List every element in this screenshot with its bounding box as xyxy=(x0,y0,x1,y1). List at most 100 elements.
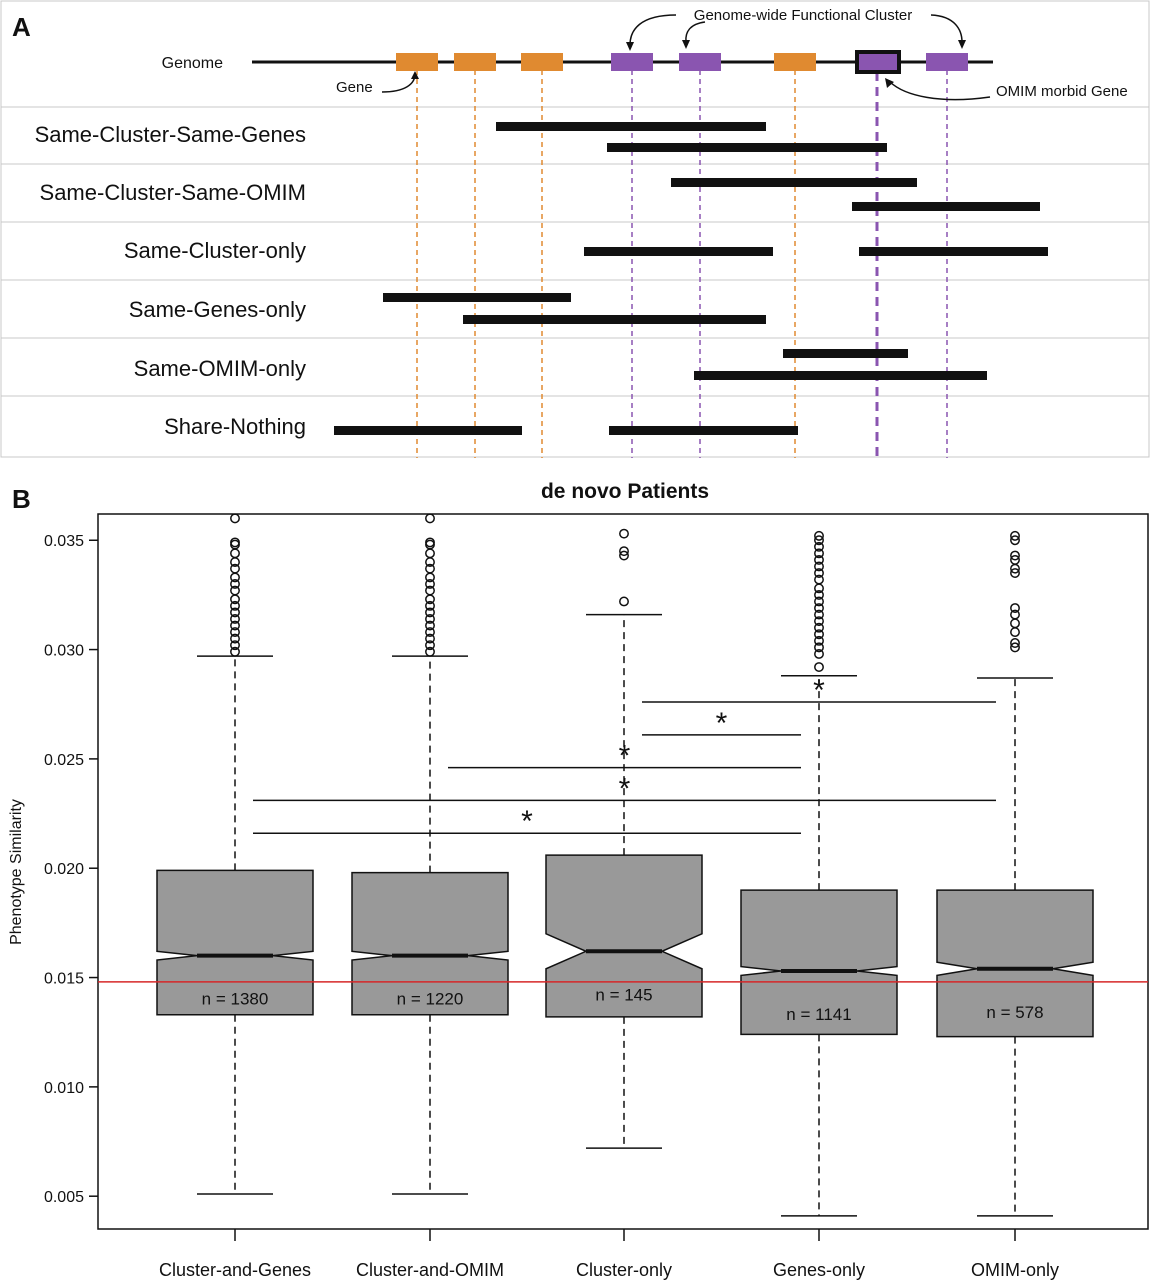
outlier-point xyxy=(1010,530,1020,541)
cluster-boxes xyxy=(611,53,968,71)
y-axis-label: Phenotype Similarity xyxy=(8,799,25,945)
outlier-point xyxy=(230,627,240,638)
box-group: n = 578 xyxy=(936,530,1094,1217)
box-body xyxy=(351,871,509,1016)
cluster-gene-box xyxy=(611,53,653,71)
outlier-point xyxy=(814,635,824,646)
outlier-point xyxy=(425,646,435,657)
outlier-point xyxy=(230,579,240,589)
significance-star: * xyxy=(813,674,825,707)
n-label: n = 1380 xyxy=(202,990,269,1009)
outlier-point xyxy=(230,607,240,618)
outlier-point xyxy=(230,640,240,651)
cluster-arrow-right xyxy=(930,14,963,43)
significance-star: * xyxy=(521,805,533,838)
outlier-point xyxy=(425,627,435,638)
gene-guide-lines xyxy=(416,70,796,458)
outlier-point xyxy=(814,568,824,578)
plot-frame xyxy=(97,513,1149,1230)
outlier-point xyxy=(814,541,824,552)
boxes-layer: n = 1380 n = 1220 n = 145 n = 1141 n = 578 xyxy=(156,513,1094,1217)
genome-label: Genome xyxy=(162,55,223,72)
outlier-point xyxy=(619,596,629,607)
outlier-point xyxy=(814,535,824,546)
segment-bars xyxy=(334,122,1048,435)
row-labels: Same-Cluster-Same-Genes Same-Cluster-Sam… xyxy=(35,122,306,439)
n-label: n = 1141 xyxy=(786,1005,851,1024)
outlier-point xyxy=(230,600,240,611)
segment-bar xyxy=(852,202,1040,211)
gene-box xyxy=(774,53,816,71)
outlier-point xyxy=(425,572,435,583)
segment-bar xyxy=(694,371,987,380)
gene-box xyxy=(396,53,438,71)
outlier-point xyxy=(814,662,824,673)
row-label: Same-Cluster-Same-Genes xyxy=(35,122,306,147)
significance-star: * xyxy=(619,772,631,805)
outlier-point xyxy=(1010,618,1020,629)
segment-bar xyxy=(334,426,522,435)
cluster-gene-box xyxy=(926,53,968,71)
outlier-point xyxy=(619,550,629,561)
omim-gene-box xyxy=(855,50,901,74)
outlier-point xyxy=(1010,535,1020,546)
outlier-point xyxy=(814,596,824,607)
cluster-gene-box xyxy=(679,53,721,71)
outlier-point xyxy=(1010,568,1020,578)
outlier-point xyxy=(425,614,435,624)
segment-bar xyxy=(584,247,773,256)
outlier-point xyxy=(814,648,824,659)
outlier-point xyxy=(1010,642,1020,653)
outlier-point xyxy=(230,548,240,559)
row-label: Same-Genes-only xyxy=(129,297,306,322)
outlier-point xyxy=(1010,638,1020,648)
outlier-point xyxy=(425,548,435,559)
y-tick-label: 0.035 xyxy=(44,533,84,550)
outlier-point xyxy=(1010,627,1020,638)
box-body xyxy=(156,869,314,1016)
outlier-point xyxy=(619,528,629,539)
box-group: n = 145 xyxy=(545,528,703,1149)
outlier-point xyxy=(425,513,435,524)
box-group: n = 1141 xyxy=(740,530,898,1217)
cluster-arrow-left xyxy=(629,14,677,46)
row-label: Same-OMIM-only xyxy=(134,356,306,381)
outlier-point xyxy=(230,513,240,524)
x-tick-label: Genes-only xyxy=(773,1260,865,1280)
row-label: Share-Nothing xyxy=(164,414,306,439)
panel-a-frame xyxy=(0,0,1150,458)
y-tick-label: 0.030 xyxy=(44,643,84,660)
outlier-point xyxy=(1010,603,1020,613)
gene-boxes xyxy=(396,53,816,71)
box-group: n = 1220 xyxy=(351,513,509,1195)
x-tick-label: Cluster-only xyxy=(576,1260,672,1280)
omim-arrow xyxy=(889,81,991,101)
panel-b-label: B xyxy=(12,484,31,514)
segment-bar xyxy=(671,178,917,187)
segment-bar xyxy=(859,247,1048,256)
outlier-point xyxy=(230,594,240,605)
n-label: n = 145 xyxy=(595,985,652,1004)
y-tick-label: 0.025 xyxy=(44,752,84,769)
panel-a: A Genome xyxy=(0,0,1150,458)
x-axis: Cluster-and-Genes Cluster-and-OMIM Cluster… xyxy=(159,1229,1059,1280)
x-tick-label: Cluster-and-OMIM xyxy=(356,1260,504,1280)
outlier-point xyxy=(814,622,824,633)
gene-box xyxy=(454,53,496,71)
gene-annotation: Gene xyxy=(336,79,373,96)
outlier-point xyxy=(814,583,824,594)
outlier-point xyxy=(230,646,240,657)
box-group: n = 1380 xyxy=(156,513,314,1195)
outlier-point xyxy=(814,642,824,653)
y-tick-label: 0.005 xyxy=(44,1189,84,1206)
outlier-point xyxy=(230,614,240,624)
outlier-point xyxy=(814,603,824,613)
gene-box xyxy=(521,53,563,71)
y-tick-label: 0.010 xyxy=(44,1080,84,1097)
outlier-point xyxy=(814,629,824,640)
outlier-point xyxy=(814,548,824,559)
outlier-point xyxy=(425,600,435,611)
chart-title: de novo Patients xyxy=(541,480,709,503)
outlier-point xyxy=(814,589,824,600)
